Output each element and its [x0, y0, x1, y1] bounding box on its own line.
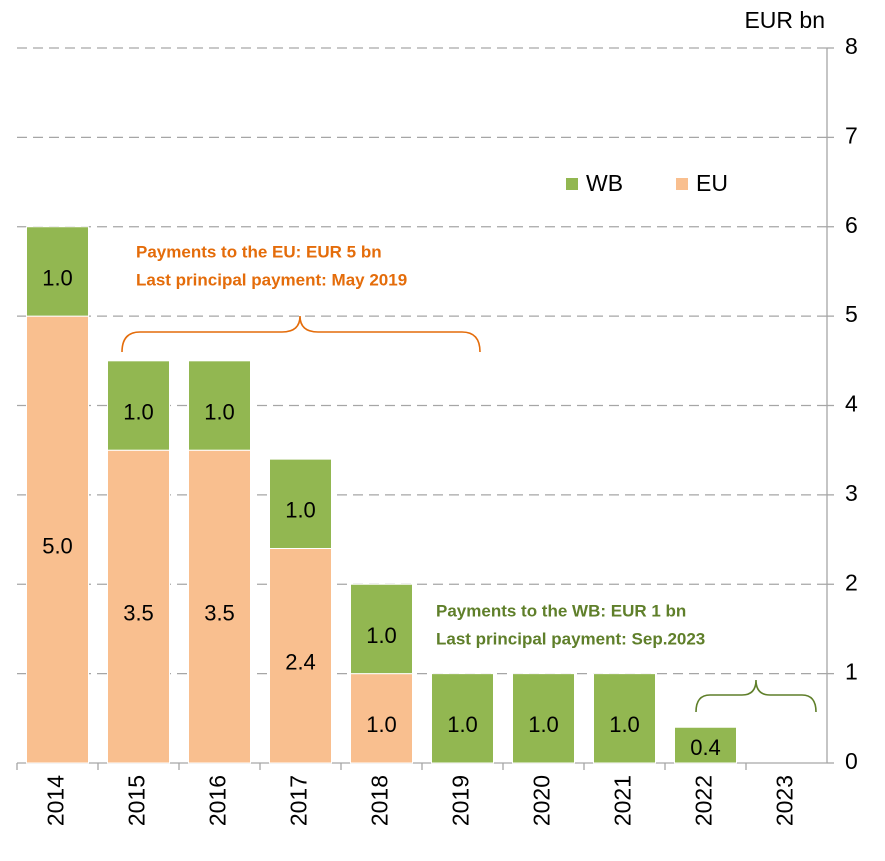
data-label: 1.0: [123, 399, 154, 424]
eu-brace: [121, 315, 481, 353]
bar-segment: [512, 673, 575, 764]
x-tick-label: 2023: [772, 775, 798, 826]
x-tick-label: 2022: [691, 775, 717, 826]
bar-segment: [593, 673, 656, 764]
data-label: 1.0: [609, 712, 640, 737]
legend-label: EU: [696, 170, 728, 196]
legend-swatch: [676, 178, 688, 190]
data-label: 0.4: [690, 735, 721, 760]
x-tick-label: 2019: [448, 775, 474, 826]
y-tick-label: 2: [845, 569, 858, 595]
y-tick-label: 5: [845, 301, 858, 327]
data-label: 1.0: [366, 712, 397, 737]
bar-segment: [431, 673, 494, 764]
data-label: 1.0: [366, 623, 397, 648]
data-label: 3.5: [204, 600, 235, 625]
bar-segment: [674, 726, 737, 764]
annotation: Payments to the EU: EUR 5 bn: [136, 242, 382, 261]
bar-segment: [107, 360, 170, 451]
y-unit-label: EUR bn: [744, 7, 825, 33]
legend-swatch: [566, 178, 578, 190]
bar-segment: [269, 458, 332, 549]
bar-segment: [188, 449, 251, 764]
data-label: 3.5: [123, 600, 154, 625]
x-tick-label: 2021: [610, 775, 636, 826]
data-label: 1.0: [285, 498, 316, 523]
y-tick-label: 0: [845, 748, 858, 774]
x-tick-label: 2014: [43, 775, 69, 826]
wb-brace: [695, 679, 817, 713]
data-label: 1.0: [42, 265, 73, 290]
data-label: 1.0: [528, 712, 559, 737]
bar-segment: [350, 583, 413, 675]
bar-segment: [26, 226, 89, 317]
x-tick-label: 2020: [529, 775, 555, 826]
y-tick-label: 4: [845, 391, 858, 417]
y-tick-label: 1: [845, 659, 858, 685]
x-tick-label: 2016: [205, 775, 231, 826]
data-label: 2.4: [285, 650, 316, 675]
y-tick-label: 6: [845, 212, 858, 238]
data-label: 1.0: [204, 399, 235, 424]
x-tick-label: 2017: [286, 775, 312, 826]
data-label: 5.0: [42, 533, 73, 558]
y-tick-label: 3: [845, 480, 858, 506]
annotation: Last principal payment: May 2019: [136, 270, 407, 289]
bar-segment: [107, 449, 170, 764]
y-tick-label: 8: [845, 33, 858, 59]
y-tick-label: 7: [845, 122, 858, 148]
bar-segment: [269, 548, 332, 764]
annotation: Payments to the WB: EUR 1 bn: [436, 601, 686, 620]
legend-label: WB: [586, 170, 623, 196]
bar-segment: [188, 360, 251, 451]
x-tick-label: 2015: [124, 775, 150, 826]
annotation: Last principal payment: Sep.2023: [436, 629, 705, 648]
data-label: 1.0: [447, 712, 478, 737]
x-tick-label: 2018: [367, 775, 393, 826]
bar-segment: [350, 673, 413, 764]
